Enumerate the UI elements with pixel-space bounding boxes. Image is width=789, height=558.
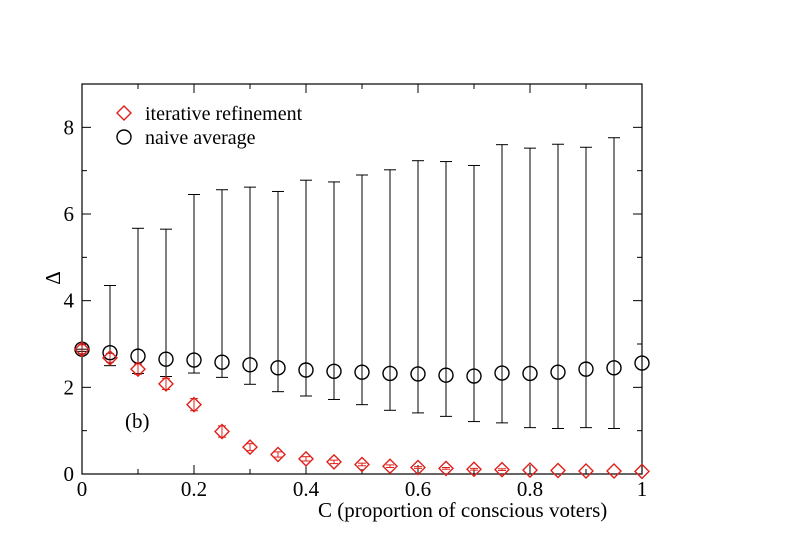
naive-average-point <box>270 360 286 376</box>
naive-average-point <box>354 364 370 380</box>
iterative-refinement-point <box>578 462 594 479</box>
iterative-refinement-point <box>102 349 118 366</box>
iterative-refinement-point <box>606 462 622 479</box>
legend-diamond-icon <box>116 105 132 121</box>
naive-average-point <box>186 352 202 368</box>
naive-average-point <box>214 354 230 370</box>
naive-average-point <box>102 344 118 361</box>
x-tick-label: 0.8 <box>517 477 543 501</box>
naive-average-point <box>158 351 174 367</box>
naive-average-point <box>634 355 650 371</box>
naive-average-point <box>326 363 342 379</box>
iterative-refinement-point <box>438 460 454 477</box>
x-tick-label: 0.6 <box>405 477 431 501</box>
iterative-refinement-point <box>74 341 90 358</box>
error-bars <box>76 137 620 472</box>
legend-label-iterative: iterative refinement <box>145 103 303 125</box>
iterative-refinement-point <box>550 462 566 479</box>
naive-average-point <box>550 364 566 380</box>
panel-annotation: (b) <box>125 409 150 433</box>
y-tick-label: 8 <box>64 115 75 139</box>
x-axis-title: C (proportion of conscious voters) <box>318 498 607 522</box>
naive-average-point <box>242 357 258 373</box>
iterative-refinement-point <box>130 361 146 378</box>
iterative-refinement-point <box>186 396 202 413</box>
iterative-refinement-point <box>270 446 286 463</box>
iterative-refinement-point <box>326 453 342 470</box>
legend-circle-icon <box>116 129 132 145</box>
legend-label-naive: naive average <box>145 127 256 149</box>
y-tick-label: 0 <box>64 462 75 486</box>
naive-average-point <box>606 360 622 376</box>
naive-average-point <box>466 368 482 384</box>
axis-ticks <box>81 83 643 475</box>
x-tick-label: 0.2 <box>181 477 207 501</box>
y-tick-label: 2 <box>64 375 75 399</box>
iterative-refinement-point <box>298 450 314 467</box>
naive-average-point <box>438 367 454 383</box>
naive-average-point <box>578 361 594 377</box>
iterative-refinement-point <box>242 439 258 456</box>
iterative-refinement-point <box>634 463 650 480</box>
naive-average-point <box>522 365 538 382</box>
iterative-refinement-point <box>522 462 538 479</box>
x-tick-label: 1 <box>637 477 648 501</box>
naive-average-point <box>298 362 314 378</box>
legend: iterative refinement naive average <box>116 103 303 149</box>
iterative-refinement-point <box>410 459 426 476</box>
naive-average-point <box>130 348 146 364</box>
iterative-refinement-point <box>214 423 230 440</box>
y-tick-label: 4 <box>64 289 75 313</box>
naive-average-point <box>410 366 426 382</box>
data-markers <box>74 341 650 480</box>
y-tick-label: 6 <box>64 202 75 226</box>
y-axis-title: Δ <box>41 271 65 285</box>
iterative-refinement-point <box>354 456 370 473</box>
iterative-refinement-point <box>494 461 510 478</box>
iterative-refinement-point <box>466 461 482 478</box>
iterative-refinement-point <box>158 375 174 392</box>
tick-labels: 0 0.2 0.4 0.6 0.8 1 0 2 4 6 8 <box>64 115 648 501</box>
x-tick-label: 0 <box>77 477 88 501</box>
iterative-refinement-point <box>382 458 398 475</box>
naive-average-point <box>494 365 510 381</box>
x-tick-label: 0.4 <box>293 477 320 501</box>
naive-average-point <box>382 365 398 382</box>
